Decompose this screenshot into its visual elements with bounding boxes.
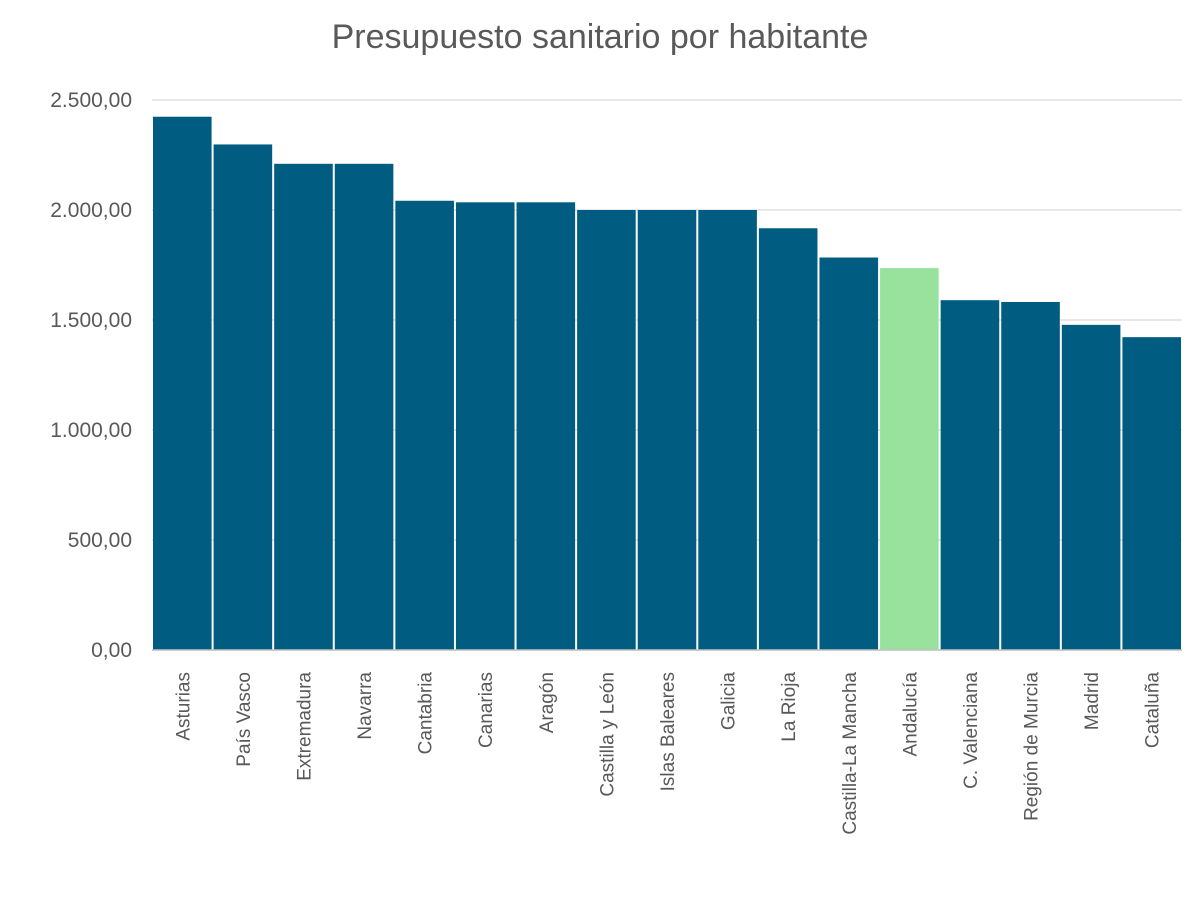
bar-aragón	[516, 202, 576, 651]
bar-país-vasco	[213, 144, 273, 650]
x-category-label: Navarra	[355, 672, 376, 740]
bar-andalucía	[880, 268, 939, 650]
x-category-label: Madrid	[1082, 672, 1103, 730]
bar-galicia	[698, 210, 757, 650]
bar-castilla-la-mancha	[819, 257, 879, 650]
bar-asturias	[153, 116, 212, 651]
x-category-label: Castilla y León	[597, 672, 618, 797]
y-tick-label: 2.000,00	[50, 199, 132, 222]
x-category-label: Asturias	[173, 672, 194, 741]
x-category-label: Galicia	[719, 672, 740, 731]
x-category-label: Extremadura	[294, 672, 315, 781]
bar-la-rioja	[758, 228, 818, 650]
y-tick-label: 2.500,00	[50, 89, 132, 112]
x-category-label: Canarias	[476, 672, 497, 748]
x-category-label: País Vasco	[234, 672, 255, 767]
bar-cataluña	[1122, 337, 1181, 650]
bar-región-de-murcia	[1001, 301, 1060, 650]
x-category-label: Cantabria	[416, 672, 437, 755]
bar-canarias	[455, 202, 515, 651]
y-tick-label: 0,00	[91, 639, 132, 662]
x-category-label: La Rioja	[779, 672, 800, 742]
y-tick-label: 1.000,00	[50, 419, 132, 442]
x-category-label: Aragón	[537, 672, 558, 733]
bar-extremadura	[274, 163, 333, 651]
x-category-label: Cataluña	[1143, 672, 1164, 748]
chart-title: Presupuesto sanitario por habitante	[331, 18, 869, 56]
x-category-label: C. Valenciana	[961, 672, 982, 789]
y-tick-label: 1.500,00	[50, 309, 132, 332]
bar-navarra	[334, 163, 394, 651]
x-category-label: Andalucía	[900, 672, 921, 757]
x-category-label: Islas Baleares	[658, 672, 679, 791]
bar-islas-baleares	[637, 210, 697, 650]
bar-c-valenciana	[940, 300, 1000, 650]
x-category-label: Castilla-La Mancha	[840, 672, 861, 835]
bar-cantabria	[395, 200, 454, 650]
x-category-label: Región de Murcia	[1022, 672, 1043, 821]
bar-madrid	[1061, 324, 1121, 650]
bar-castilla-y-león	[577, 210, 636, 650]
y-tick-label: 500,00	[68, 529, 132, 552]
